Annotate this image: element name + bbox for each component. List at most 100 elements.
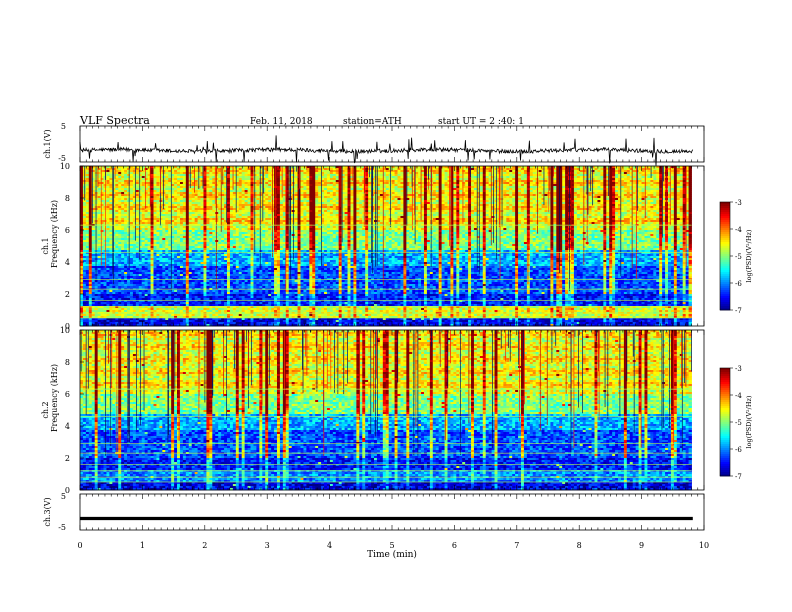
ch1-spec-cell xyxy=(512,168,516,171)
ch1-spec-cell xyxy=(397,168,401,171)
ch1-spec-cell xyxy=(321,194,325,197)
ch1-spec-cell xyxy=(209,168,213,171)
ch1-spec-cell xyxy=(309,188,313,191)
ch1-spec-cell xyxy=(185,192,190,195)
ch1-spec-cell xyxy=(653,166,657,169)
ch1-spec-cell xyxy=(421,188,425,191)
ch1-spec-cell xyxy=(606,188,610,191)
ch1-spec-cell xyxy=(441,182,445,185)
ch1-spec-cell xyxy=(412,170,416,173)
ch1-spec-cell xyxy=(129,184,134,187)
ch1-spec-cell xyxy=(379,168,384,171)
ch1-spec-cell xyxy=(597,186,601,189)
ch1-spec-cell xyxy=(476,194,481,197)
ch1-spec-cell xyxy=(482,192,487,195)
ch1-spec-cell xyxy=(529,182,534,185)
ch1-spec-cell xyxy=(206,174,210,177)
ch1-spec-cell xyxy=(682,172,687,175)
ch1-spec-cell xyxy=(418,178,422,181)
ch1-spec-cell xyxy=(447,192,451,195)
ch1-spec-cell xyxy=(379,170,384,173)
ch1-spec-cell xyxy=(553,180,557,183)
ch1-spec-cell xyxy=(579,184,584,187)
ch1-spec-cell xyxy=(623,184,628,187)
ch1-spec-cell xyxy=(324,186,328,189)
ch1-spec-cell xyxy=(212,182,216,185)
ch1-spec-cell xyxy=(515,186,519,189)
ch1-spec-cell xyxy=(359,184,363,187)
ch1-spec-cell xyxy=(488,182,492,185)
ch1-spec-cell xyxy=(368,186,372,189)
ch1-spec-cell xyxy=(629,174,634,177)
ch1-spec-cell xyxy=(182,176,187,179)
ch1-spec-cell xyxy=(465,186,469,189)
ch1-spec-cell xyxy=(329,192,334,195)
ch1-spec-cell xyxy=(515,172,519,175)
ch1-spec-cell xyxy=(570,188,575,191)
ch1-spec-cell xyxy=(444,180,448,183)
ch1-spec-cell xyxy=(518,182,522,185)
ch1-spec-cell xyxy=(212,176,216,179)
ch1-spec-cell xyxy=(112,172,116,175)
ch1-spec-cell xyxy=(279,172,284,175)
ch1-spec-cell xyxy=(262,178,266,181)
ch1-spec-cell xyxy=(100,166,104,169)
ch1-spec-cell xyxy=(523,192,528,195)
ch1-ytick-top: 5 xyxy=(61,122,66,131)
ch1-spec-cell xyxy=(235,172,240,175)
ch1-spec-cell xyxy=(541,188,545,191)
ch1-spec-cell xyxy=(465,168,469,171)
ch1-spec-cell xyxy=(553,172,557,175)
ch1-spec-cell xyxy=(409,176,413,179)
ch1-spec-cell xyxy=(285,186,290,189)
ch1-spec-cell xyxy=(232,180,237,183)
ch1-spec-cell xyxy=(541,166,545,169)
ch1-spec-cell xyxy=(147,180,151,183)
ch1-spec-cell xyxy=(544,170,548,173)
ch1-spec-cell xyxy=(353,194,357,197)
ch1-spec-cell xyxy=(638,188,642,191)
ch1-spec-cell xyxy=(670,184,675,187)
ch1-spec-cell xyxy=(100,186,104,189)
ch1-spec-cell xyxy=(465,172,469,175)
ch1-spec-cell xyxy=(80,192,84,195)
ch1-spec-cell xyxy=(441,186,445,189)
ch1-spec-cell xyxy=(244,168,248,171)
ch1-spec-cell xyxy=(185,176,190,179)
ch1-spec-cell xyxy=(403,192,407,195)
ch1-spec-cell xyxy=(438,166,443,169)
ch1-spec-cell xyxy=(679,192,684,195)
ch1-spec-cell xyxy=(550,172,554,175)
ch1-spec-cell xyxy=(529,176,534,179)
ch1-spec-cell xyxy=(218,176,222,179)
ch1-spec-cell xyxy=(85,184,90,187)
ch1-spec-cell xyxy=(523,166,528,169)
ch1-spec-cell xyxy=(400,178,404,181)
ch1-spec-cell xyxy=(526,172,531,175)
ch1-spec-cell xyxy=(644,174,648,177)
ch1-spec-cell xyxy=(626,186,631,189)
ch1-spec-cell xyxy=(538,184,542,187)
ch1-spec-cell xyxy=(550,174,554,177)
ch1-spec-cell xyxy=(432,192,437,195)
ch1-spec-cell xyxy=(382,176,387,179)
ch1-spec-cell xyxy=(656,176,660,179)
ch1-spec-cell xyxy=(509,182,513,185)
ch1-spec-cell xyxy=(150,190,154,193)
ch1-spec-cell xyxy=(232,182,237,185)
ch1-spec-cell xyxy=(115,170,119,173)
ch1-spec-cell xyxy=(215,180,219,183)
ch1-spec-cell xyxy=(518,170,522,173)
ch1-spec-cell xyxy=(670,172,675,175)
ch1-spec-cell xyxy=(285,194,290,197)
ch1-spec-cell xyxy=(515,184,519,187)
ch1-spec-cell xyxy=(279,188,284,191)
ch1-spec-cell xyxy=(570,186,575,189)
ch1-spec-cell xyxy=(127,192,131,195)
ch1-spec-cell xyxy=(259,182,263,185)
ch1-spec-cell xyxy=(523,188,528,191)
ch1-spec-cell xyxy=(606,168,610,171)
ch1-spec-cell xyxy=(509,194,513,197)
ch1-spec-cell xyxy=(409,182,413,185)
ch1-spec-cell xyxy=(224,188,228,191)
